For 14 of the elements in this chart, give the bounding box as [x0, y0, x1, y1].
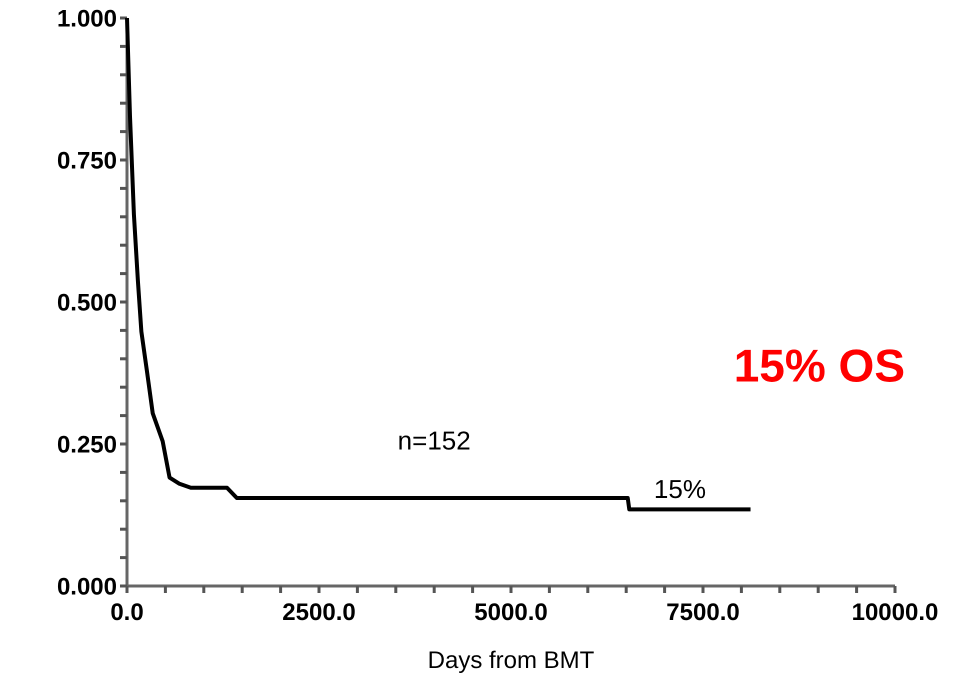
y-tick-label: 0.500 — [56, 289, 117, 316]
annotation: 15% OS — [734, 340, 905, 392]
x-tick-label: 5000.0 — [474, 599, 548, 626]
x-tick-label: 2500.0 — [282, 599, 356, 626]
y-tick-label: 0.000 — [56, 573, 117, 600]
x-tick-label: 7500.0 — [666, 599, 740, 626]
x-axis-title: Days from BMT — [428, 647, 595, 674]
x-tick-label: 10000.0 — [852, 599, 938, 626]
y-tick-label: 0.750 — [56, 147, 117, 174]
x-tick-label: 0.0 — [110, 599, 144, 626]
y-tick-label: 1.000 — [56, 5, 117, 32]
annotation: n=152 — [398, 426, 471, 456]
annotation: 15% — [654, 474, 706, 504]
y-tick-label: 0.250 — [56, 431, 117, 458]
